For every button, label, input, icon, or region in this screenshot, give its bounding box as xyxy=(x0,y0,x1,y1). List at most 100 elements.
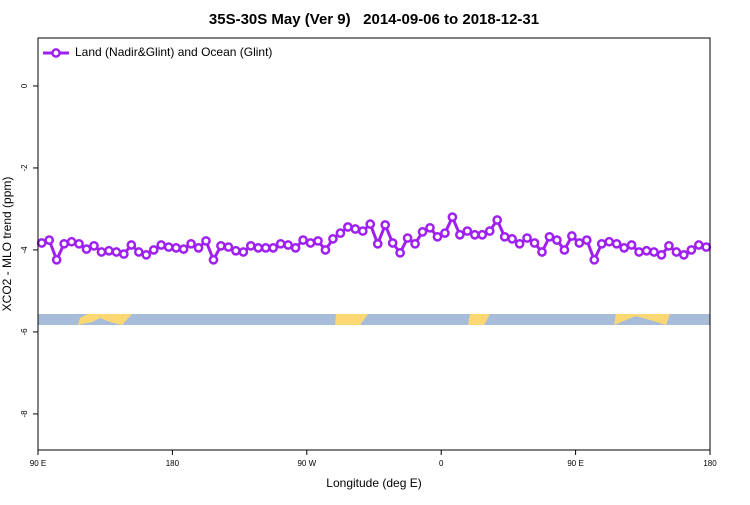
data-point xyxy=(104,245,114,256)
data-point xyxy=(148,245,159,255)
data-point xyxy=(357,226,368,236)
data-point xyxy=(268,243,279,253)
plot-frame xyxy=(37,37,711,451)
data-point xyxy=(156,240,167,250)
data-point xyxy=(245,240,256,251)
data-point xyxy=(186,238,196,249)
legend-marker xyxy=(51,48,61,58)
data-point xyxy=(671,247,682,257)
data-point xyxy=(552,235,562,245)
x-tick-label: 180 xyxy=(166,459,180,468)
data-point xyxy=(380,220,391,230)
data-point xyxy=(283,240,293,250)
land-patch xyxy=(614,314,670,325)
data-point xyxy=(537,247,547,257)
data-point xyxy=(44,235,55,245)
data-point xyxy=(111,247,122,257)
data-point xyxy=(499,231,510,242)
data-point xyxy=(253,243,264,253)
x-axis-label: Longitude (deg E) xyxy=(326,476,421,490)
data-point xyxy=(402,233,413,243)
y-tick-label: -2 xyxy=(20,164,29,172)
data-point xyxy=(567,231,577,241)
data-point xyxy=(59,238,69,249)
data-point xyxy=(36,238,47,248)
data-point xyxy=(350,224,361,234)
data-point xyxy=(469,229,480,240)
data-point xyxy=(216,240,226,251)
data-point xyxy=(305,238,316,248)
data-point xyxy=(372,238,383,249)
legend-label: Land (Nadir&Glint) and Ocean (Glint) xyxy=(75,45,272,59)
data-point xyxy=(343,222,353,232)
data-point xyxy=(641,245,652,256)
data-point xyxy=(626,240,637,250)
data-point xyxy=(178,244,189,254)
data-point xyxy=(126,240,137,250)
data-point xyxy=(529,238,540,248)
data-point xyxy=(507,234,517,244)
data-point xyxy=(171,243,181,253)
y-axis-label: XCO2 - MLO trend (ppm) xyxy=(0,177,14,312)
x-tick-label: 180 xyxy=(703,459,717,468)
x-tick-label: 90 E xyxy=(30,459,46,468)
data-point xyxy=(141,250,152,260)
data-point xyxy=(611,238,622,249)
x-tick-label: 90 W xyxy=(297,459,316,468)
data-point xyxy=(484,226,495,236)
data-point xyxy=(574,238,585,248)
data-point xyxy=(96,247,107,257)
data-point xyxy=(492,215,503,225)
data-point xyxy=(313,236,323,246)
data-point xyxy=(81,244,92,254)
data-point xyxy=(462,226,473,236)
y-tick-label: 0 xyxy=(20,83,29,88)
data-point xyxy=(395,247,405,258)
data-point xyxy=(679,250,689,260)
data-point xyxy=(260,243,271,253)
data-point xyxy=(619,243,629,253)
data-point xyxy=(701,242,712,252)
data-point xyxy=(477,229,488,240)
data-point xyxy=(365,219,376,229)
data-point xyxy=(559,245,570,255)
y-tick-label: -6 xyxy=(20,328,29,336)
data-point xyxy=(544,231,555,242)
chart-title: 35S-30S May (Ver 9) 2014-09-06 to 2018-1… xyxy=(209,11,539,28)
data-point xyxy=(581,235,592,245)
data-point xyxy=(589,254,600,265)
x-tick-label: 0 xyxy=(439,459,444,468)
data-point xyxy=(328,234,338,244)
data-point xyxy=(664,240,674,251)
data-point xyxy=(596,238,607,249)
data-point xyxy=(320,245,331,255)
data-point xyxy=(193,243,204,253)
data-point xyxy=(66,236,77,247)
data-point xyxy=(275,238,286,249)
data-point xyxy=(686,245,697,255)
land-ocean-strip xyxy=(38,314,710,325)
data-point xyxy=(133,247,144,257)
land-patch xyxy=(468,314,490,325)
data-point xyxy=(89,240,99,251)
data-point xyxy=(693,240,704,250)
data-point xyxy=(410,238,420,249)
land-patch xyxy=(78,314,132,325)
data-point xyxy=(447,212,458,222)
data-point xyxy=(455,229,465,240)
data-point xyxy=(298,235,308,245)
data-point xyxy=(335,228,346,238)
x-tick-label: 90 E xyxy=(567,459,583,468)
data-point xyxy=(119,249,129,259)
data-point xyxy=(231,245,241,256)
data-point xyxy=(238,247,249,257)
data-point xyxy=(51,254,62,265)
data-point xyxy=(290,243,301,253)
data-point xyxy=(432,231,443,242)
data-point xyxy=(417,227,428,237)
data-point xyxy=(425,222,435,233)
data-point xyxy=(223,242,234,252)
data-point xyxy=(163,242,174,252)
plot-area xyxy=(36,212,712,265)
